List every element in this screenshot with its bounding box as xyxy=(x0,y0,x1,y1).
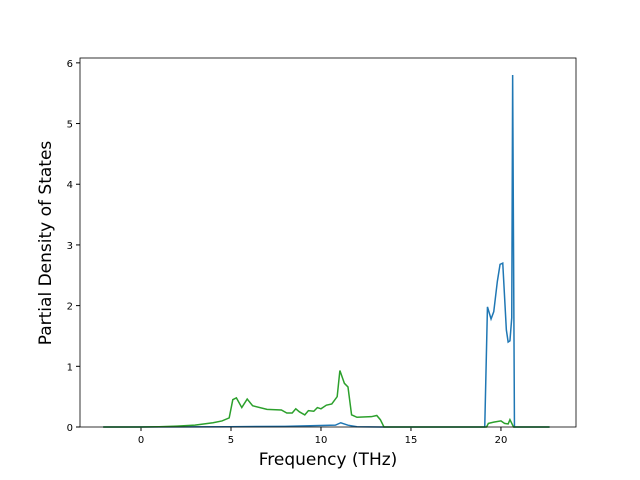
y-tick-label: 2 xyxy=(67,302,73,313)
data-line xyxy=(103,74,550,428)
y-axis-label: Partial Density of States xyxy=(36,141,56,346)
x-tick-label: 10 xyxy=(315,435,328,446)
x-tick-label: 20 xyxy=(495,435,508,446)
plot-frame xyxy=(79,57,577,428)
x-tick-label: 0 xyxy=(138,435,144,446)
y-tick-label: 1 xyxy=(67,362,73,373)
y-tick-label: 6 xyxy=(67,59,73,70)
x-tick-label: 5 xyxy=(228,435,234,446)
y-tick-label: 4 xyxy=(67,180,73,191)
data-line xyxy=(103,370,550,428)
x-tick-label: 15 xyxy=(405,435,418,446)
y-tick-label: 0 xyxy=(67,423,73,434)
x-axis-label: Frequency (THz) xyxy=(259,450,398,470)
y-tick-label: 5 xyxy=(67,120,73,131)
y-tick-label: 3 xyxy=(67,241,73,252)
